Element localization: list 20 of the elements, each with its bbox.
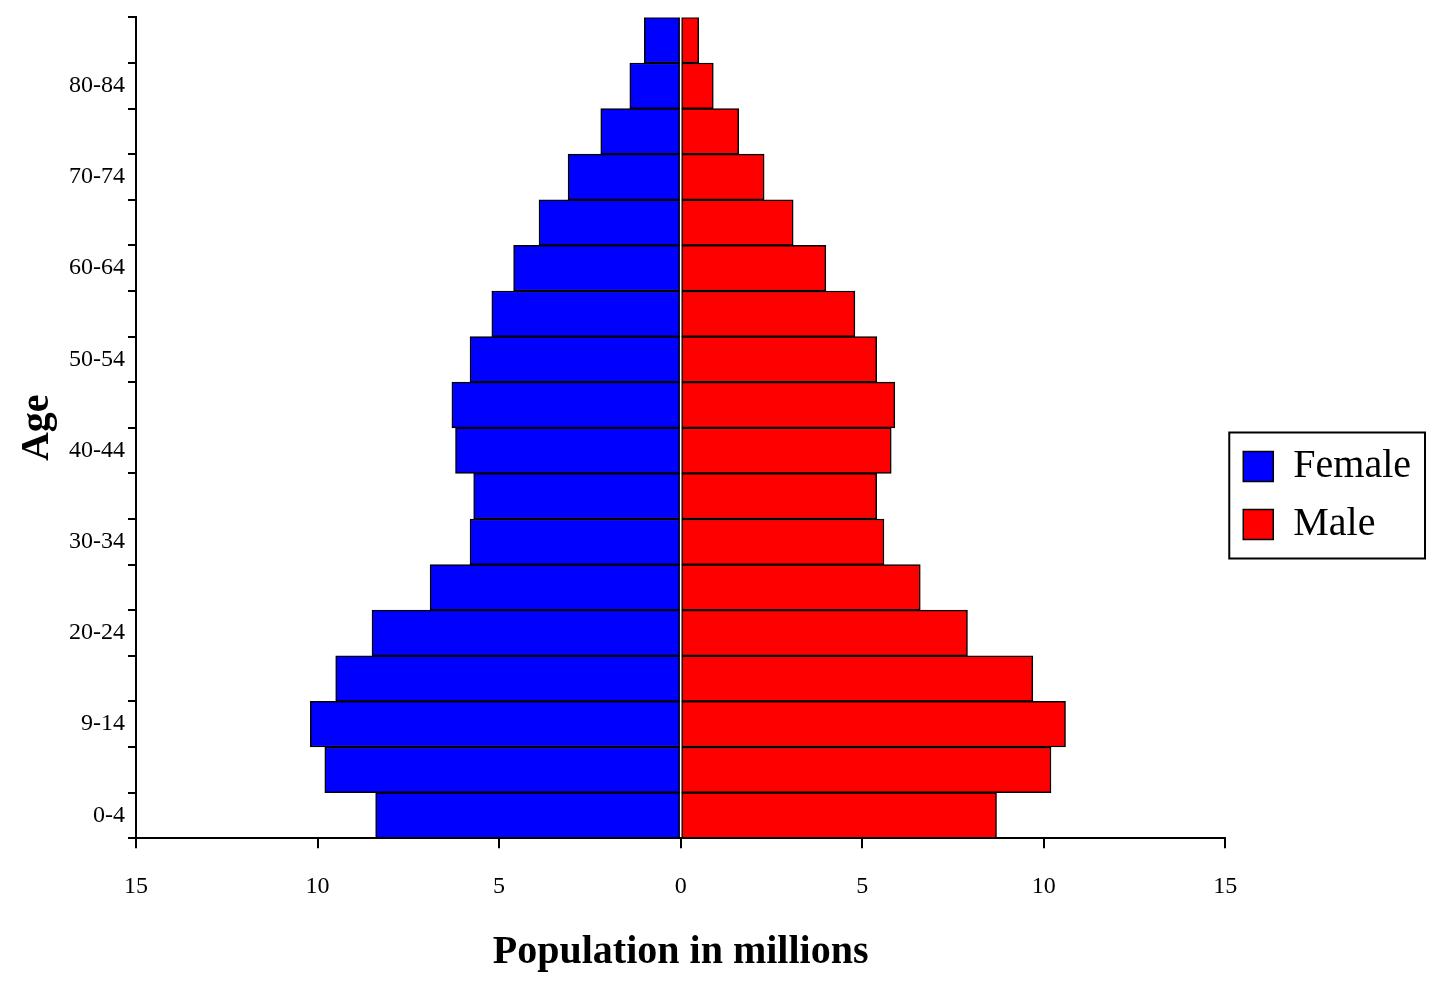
x-tick-label: 15 <box>1213 871 1238 898</box>
x-tick-label: 5 <box>856 871 869 898</box>
y-axis-title: Age <box>12 394 58 462</box>
x-tick-label: 10 <box>1031 871 1056 898</box>
x-tick-label: 15 <box>123 871 148 898</box>
y-tick-label: 0-4 <box>92 800 125 827</box>
legend-label: Male <box>1293 499 1376 544</box>
legend-label: Female <box>1293 441 1411 486</box>
y-tick-label: 30-34 <box>68 527 125 554</box>
x-tick-label: 0 <box>674 871 687 898</box>
y-tick-label: 80-84 <box>68 71 125 98</box>
y-tick-label: 40-44 <box>68 435 125 462</box>
x-axis-title: Population in millions <box>492 927 869 973</box>
y-tick-label: 70-74 <box>68 162 125 189</box>
y-tick-label: 20-24 <box>68 618 125 645</box>
x-tick-label: 5 <box>493 871 506 898</box>
x-tick-label: 10 <box>305 871 330 898</box>
y-tick-label: 9-14 <box>80 709 125 736</box>
y-tick-label: 60-64 <box>68 253 125 280</box>
y-tick-label: 50-54 <box>68 344 125 371</box>
